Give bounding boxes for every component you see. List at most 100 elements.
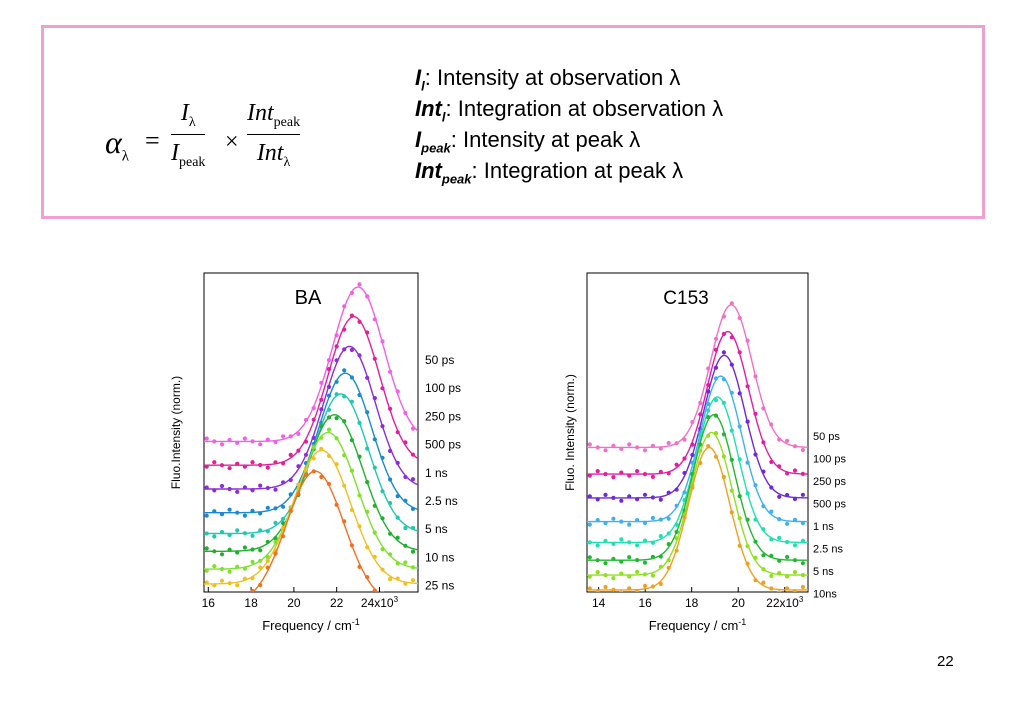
data-point: [753, 411, 758, 416]
data-point: [729, 301, 734, 306]
data-point: [753, 483, 758, 488]
data-point: [403, 543, 408, 548]
data-point: [296, 448, 301, 453]
data-point: [635, 497, 640, 502]
data-point: [372, 554, 377, 559]
data-point: [281, 516, 286, 522]
data-point: [642, 448, 648, 453]
data-point: [792, 543, 798, 548]
data-point: [761, 527, 766, 532]
data-point: [311, 456, 316, 461]
data-point: [619, 571, 624, 576]
data-point: [658, 581, 663, 587]
data-point: [603, 521, 608, 526]
data-point: [595, 445, 600, 450]
data-point: [349, 313, 354, 318]
data-point: [674, 536, 679, 541]
data-point: [682, 456, 687, 461]
data-point: [792, 496, 798, 502]
data-point: [212, 509, 217, 514]
data-point: [658, 469, 663, 474]
data-point: [721, 331, 727, 337]
data-point: [342, 483, 347, 488]
data-point: [212, 460, 217, 465]
data-point: [603, 584, 608, 590]
data-point: [729, 488, 734, 493]
data-point: [800, 573, 806, 578]
data-point: [219, 552, 225, 557]
data-point: [388, 577, 393, 582]
data-point: [349, 290, 354, 295]
x-tick-label: 18: [685, 596, 699, 610]
data-point: [737, 543, 742, 548]
data-point: [666, 471, 671, 476]
series-line: [204, 372, 418, 514]
data-point: [372, 465, 377, 470]
data-point: [342, 394, 347, 399]
data-point: [365, 294, 370, 299]
data-point: [273, 540, 278, 545]
data-point: [800, 561, 806, 566]
data-point: [785, 471, 790, 476]
data-point: [403, 474, 408, 480]
data-point: [250, 588, 255, 592]
data-point: [611, 576, 616, 581]
x-tick-label: 20: [287, 596, 301, 610]
data-point: [357, 420, 362, 425]
data-point: [395, 460, 400, 465]
data-point: [792, 589, 798, 592]
data-point: [258, 511, 263, 516]
data-point: [319, 446, 324, 451]
data-point: [745, 419, 750, 424]
data-point: [258, 565, 263, 570]
data-point: [250, 533, 255, 538]
data-point: [296, 482, 301, 487]
data-point: [674, 462, 679, 467]
data-point: [642, 560, 648, 565]
data-point: [785, 521, 790, 526]
data-point: [642, 472, 648, 477]
series-line: [587, 375, 808, 523]
series-line: [252, 470, 379, 592]
data-point: [698, 448, 703, 453]
data-point: [729, 457, 734, 462]
data-point: [258, 548, 263, 553]
data-point: [761, 553, 766, 558]
data-point: [690, 442, 695, 447]
data-point: [698, 460, 703, 466]
data-point: [258, 558, 263, 563]
data-point: [250, 547, 255, 552]
data-point: [658, 517, 663, 522]
data-point: [212, 488, 217, 493]
data-point: [357, 319, 362, 324]
data-point: [777, 464, 782, 469]
data-point: [365, 509, 370, 514]
series-label: 250 ps: [425, 409, 461, 423]
data-point: [698, 412, 703, 417]
data-point: [303, 439, 309, 444]
data-point: [753, 578, 758, 583]
data-point: [326, 407, 332, 412]
data-point: [777, 437, 782, 442]
data-point: [595, 497, 600, 502]
data-point: [380, 424, 385, 429]
data-point: [357, 524, 362, 529]
data-point: [713, 336, 719, 341]
x-tick-label: 24x103: [361, 595, 399, 610]
data-point: [769, 553, 774, 558]
data-point: [242, 576, 247, 581]
data-point: [265, 565, 270, 570]
data-point: [619, 559, 624, 564]
series-line: [587, 330, 808, 475]
data-point: [745, 491, 750, 496]
data-point: [242, 531, 247, 536]
data-point: [650, 573, 656, 578]
data-point: [721, 454, 727, 459]
series-label: 10 ns: [425, 550, 454, 564]
data-point: [334, 379, 339, 384]
chart-title: C153: [663, 288, 708, 309]
formula-fraction-2: Intpeak Intλ: [247, 100, 301, 171]
data-point: [737, 350, 742, 355]
data-point: [729, 428, 734, 433]
data-point: [619, 498, 624, 503]
